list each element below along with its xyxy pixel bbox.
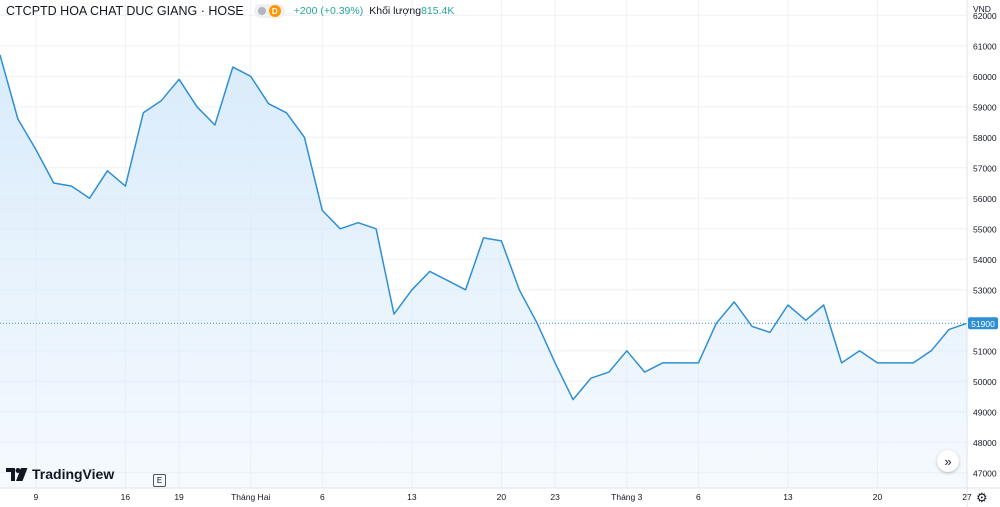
last-price-badge — [968, 317, 998, 330]
resolution-badge[interactable]: D — [253, 4, 285, 18]
tradingview-logo[interactable]: TradingView — [6, 466, 114, 482]
x-tick-label: 19 — [174, 492, 184, 502]
volume-label: Khối lượng — [369, 5, 422, 17]
y-tick-label: 53000 — [973, 285, 997, 295]
y-tick-label: 47000 — [973, 468, 997, 478]
y-tick-label: 50000 — [973, 377, 997, 387]
price-change: +200 (+0.39%) — [293, 5, 364, 17]
x-tick-label: 20 — [873, 492, 883, 502]
y-tick-label: 51000 — [973, 346, 997, 356]
resolution-label: D — [268, 5, 281, 17]
chart-header: CTCPTD HOA CHAT DUC GIANG · HOSE D +200 … — [6, 3, 454, 19]
y-tick-label: 57000 — [973, 163, 997, 173]
y-tick-label: 54000 — [973, 255, 997, 265]
scroll-to-realtime-button[interactable]: » — [937, 450, 959, 472]
currency-label: VND — [973, 4, 991, 14]
y-tick-label: 60000 — [973, 72, 997, 82]
gear-icon[interactable]: ⚙ — [976, 490, 988, 505]
y-tick-label: 61000 — [973, 41, 997, 51]
logo-text: TradingView — [32, 466, 115, 482]
y-tick-label: 48000 — [973, 438, 997, 448]
tradingview-logo-icon — [6, 467, 28, 481]
x-tick-label: Tháng 3 — [611, 492, 642, 502]
symbol-title: CTCPTD HOA CHAT DUC GIANG · HOSE — [6, 4, 244, 18]
price-line — [0, 54, 968, 401]
events-button[interactable]: E — [153, 474, 166, 487]
x-tick-label: 6 — [320, 492, 325, 502]
y-tick-label: 56000 — [973, 194, 997, 204]
y-tick-label: 58000 — [973, 133, 997, 143]
y-tick-label: 49000 — [973, 407, 997, 417]
x-tick-label: 16 — [121, 492, 131, 502]
y-tick-label: 55000 — [973, 224, 997, 234]
x-tick-label: 23 — [550, 492, 560, 502]
x-tick-label: 13 — [407, 492, 417, 502]
y-tick-label: 59000 — [973, 102, 997, 112]
x-tick-label: 20 — [497, 492, 507, 502]
last-price-label: 51900 — [971, 319, 995, 329]
volume-value: 815.4K — [421, 5, 455, 17]
x-tick-label: 6 — [696, 492, 701, 502]
x-tick-label: 9 — [33, 492, 38, 502]
y-tick-label: 62000 — [973, 11, 997, 21]
x-tick-label: 27 — [962, 492, 972, 502]
price-area — [0, 54, 967, 489]
x-tick-label: 13 — [783, 492, 793, 502]
market-status-icon — [257, 7, 266, 15]
x-tick-label: Tháng Hai — [231, 492, 270, 502]
